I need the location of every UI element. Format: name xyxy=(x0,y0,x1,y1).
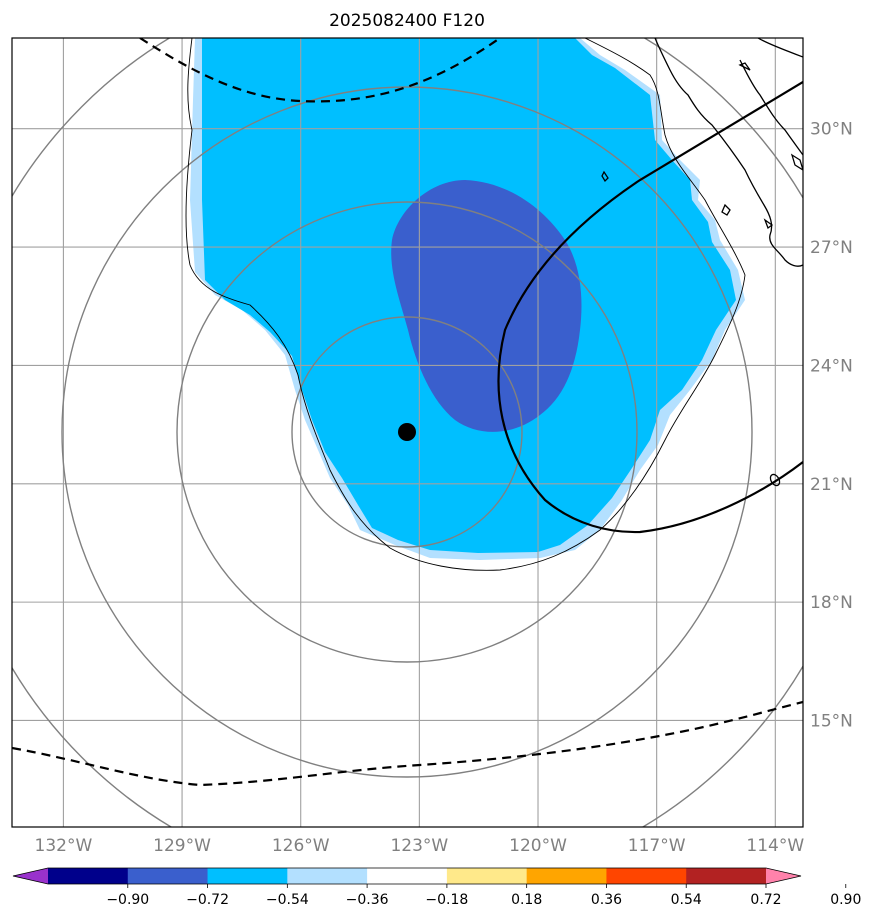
colorbar-extend-low xyxy=(13,868,48,884)
longitude-tick-label: 129°W xyxy=(153,836,211,856)
colorbar-tick-label: 0.90 xyxy=(830,892,861,908)
longitude-tick-label: 132°W xyxy=(35,836,93,856)
colorbar-segment xyxy=(207,868,288,884)
colorbar-segment xyxy=(686,868,767,884)
figure-title: 2025082400 F120 xyxy=(329,11,485,31)
latitude-tick-label: 27°N xyxy=(810,238,853,258)
coastline xyxy=(601,38,803,487)
solid-contour xyxy=(497,81,803,534)
latitude-labels: 15°N 18°N 21°N 24°N 27°N 30°N xyxy=(810,120,853,732)
longitude-tick-label: 123°W xyxy=(390,836,448,856)
storm-center-marker xyxy=(398,423,416,441)
colorbar-tick-label: 0.36 xyxy=(591,892,622,908)
latitude-tick-label: 21°N xyxy=(810,475,853,495)
colorbar-segment xyxy=(606,868,687,884)
colorbar-tick-label: −0.90 xyxy=(106,892,149,908)
latitude-tick-label: 30°N xyxy=(810,120,853,140)
colorbar-tick-label: −0.54 xyxy=(266,892,309,908)
longitude-tick-label: 126°W xyxy=(272,836,330,856)
longitude-tick-label: 120°W xyxy=(509,836,567,856)
range-ring-3 xyxy=(61,86,753,778)
colorbar: −0.90 −0.72 −0.54 −0.36 −0.18 0.18 0.36 0.54 0.7… xyxy=(12,867,861,908)
colorbar-segment xyxy=(127,868,209,884)
dashed-contour-south xyxy=(12,700,803,787)
latitude-tick-label: 24°N xyxy=(810,356,853,376)
latitude-tick-label: 18°N xyxy=(810,593,853,613)
colorbar-segment xyxy=(526,868,607,884)
colorbar-tick-label: −0.36 xyxy=(346,892,389,908)
latitude-tick-label: 15°N xyxy=(810,711,853,731)
range-ring-1 xyxy=(291,316,523,548)
range-ring-2 xyxy=(176,201,638,663)
colorbar-tick-label: −0.72 xyxy=(186,892,229,908)
thin-contour xyxy=(185,38,746,571)
colorbar-tick-label: 0.72 xyxy=(750,892,781,908)
anomaly-dark-fill xyxy=(391,180,582,432)
colorbar-segment xyxy=(446,868,528,884)
colorbar-tick-label: 0.54 xyxy=(671,892,702,908)
colorbar-segment xyxy=(367,868,448,884)
map-area xyxy=(12,38,803,827)
longitude-labels: 132°W 129°W 126°W 123°W 120°W 117°W 114°W xyxy=(35,836,805,856)
colorbar-segment xyxy=(287,868,368,884)
colorbar-outline xyxy=(12,867,802,885)
map-frame xyxy=(11,37,804,828)
range-rings xyxy=(12,38,803,827)
longitude-tick-label: 114°W xyxy=(746,836,804,856)
colorbar-segment xyxy=(48,868,129,884)
colorbar-extend-high xyxy=(766,868,801,884)
colorbar-tick-label: −0.18 xyxy=(425,892,468,908)
colorbar-tick-label: 0.18 xyxy=(511,892,542,908)
longitude-tick-label: 117°W xyxy=(628,836,686,856)
